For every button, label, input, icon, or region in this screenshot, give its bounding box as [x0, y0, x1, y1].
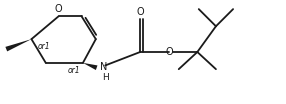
Text: O: O [136, 7, 144, 17]
Text: H: H [102, 73, 109, 82]
Polygon shape [83, 63, 98, 70]
Polygon shape [5, 39, 31, 51]
Text: or1: or1 [37, 42, 50, 51]
Text: or1: or1 [67, 66, 80, 75]
Text: O: O [166, 47, 173, 57]
Text: N: N [100, 62, 108, 72]
Text: O: O [54, 4, 62, 14]
